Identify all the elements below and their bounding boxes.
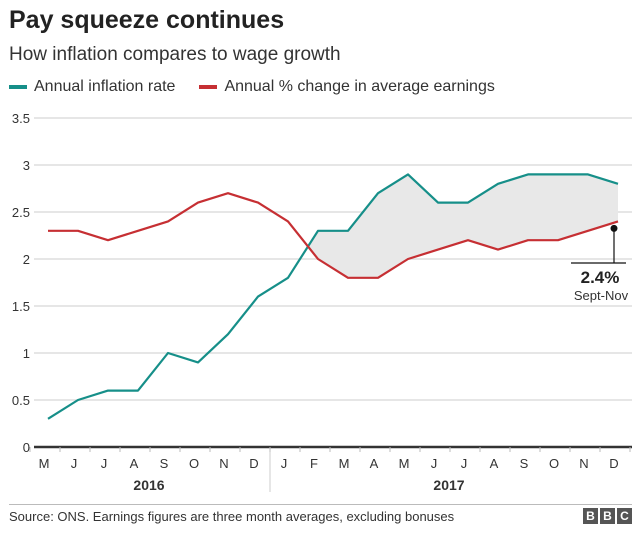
x-tick-label: N xyxy=(219,456,228,471)
legend-label-inflation: Annual inflation rate xyxy=(34,78,176,95)
earnings-line xyxy=(48,192,619,279)
bbc-logo-letter: C xyxy=(617,508,632,524)
x-tick-label: D xyxy=(249,456,258,471)
annotation-label: Sept-Nov xyxy=(574,288,629,303)
x-tick-label: A xyxy=(370,456,379,471)
x-tick-label: J xyxy=(71,456,78,471)
chart-subtitle: How inflation compares to wage growth xyxy=(9,44,341,65)
footer-divider xyxy=(9,504,632,505)
y-tick-label: 3.5 xyxy=(12,111,30,126)
bbc-logo-letter: B xyxy=(600,508,615,524)
gap-shading xyxy=(308,174,618,278)
legend-item-inflation: Annual inflation rate xyxy=(9,78,175,96)
y-tick-label: 0 xyxy=(23,440,30,455)
x-tick-label: M xyxy=(399,456,410,471)
legend: Annual inflation rate Annual % change in… xyxy=(9,78,519,96)
year-label: 2017 xyxy=(433,477,464,493)
y-tick-label: 1 xyxy=(23,346,30,361)
legend-item-earnings: Annual % change in average earnings xyxy=(199,78,495,96)
bbc-logo-letter: B xyxy=(583,508,598,524)
x-tick-label: M xyxy=(39,456,50,471)
chart-title: Pay squeeze continues xyxy=(9,6,285,34)
legend-swatch-inflation xyxy=(9,85,27,89)
x-tick-label: S xyxy=(520,456,529,471)
y-tick-label: 2.5 xyxy=(12,205,30,220)
x-tick-label: F xyxy=(310,456,318,471)
x-tick-label: J xyxy=(431,456,438,471)
x-tick-label: J xyxy=(281,456,288,471)
x-tick-label: J xyxy=(101,456,108,471)
x-tick-label: N xyxy=(579,456,588,471)
x-tick-label: D xyxy=(609,456,618,471)
x-tick-label: A xyxy=(130,456,139,471)
source-note: Source: ONS. Earnings figures are three … xyxy=(9,509,455,524)
x-tick-label: O xyxy=(549,456,559,471)
legend-label-earnings: Annual % change in average earnings xyxy=(224,78,495,95)
bbc-logo: B B C xyxy=(583,508,632,524)
y-tick-label: 0.5 xyxy=(12,393,30,408)
y-tick-label: 3 xyxy=(23,158,30,173)
x-tick-label: O xyxy=(189,456,199,471)
x-tick-label: A xyxy=(490,456,499,471)
x-tick-label: M xyxy=(339,456,350,471)
x-tick-label: J xyxy=(461,456,468,471)
line-chart: 0 0.5 1 1.5 2 2.5 3 3.5 M J J A S O N D J F M A M J J A S O N D 2016… xyxy=(12,111,632,493)
y-tick-label: 2 xyxy=(23,252,30,267)
inflation-line xyxy=(47,173,619,420)
annotation-value: 2.4% xyxy=(581,268,620,287)
legend-swatch-earnings xyxy=(199,85,218,89)
year-label: 2016 xyxy=(133,477,164,493)
x-tick-label: S xyxy=(160,456,169,471)
y-tick-label: 1.5 xyxy=(12,299,30,314)
